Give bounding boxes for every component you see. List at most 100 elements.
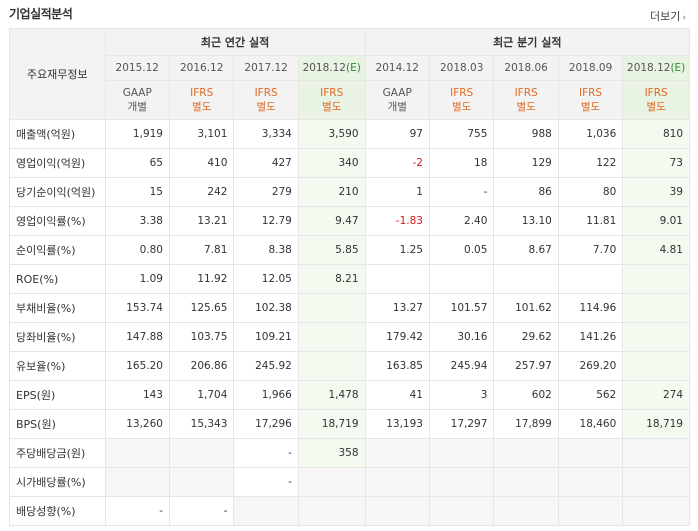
period-label: 2018.03 bbox=[439, 62, 484, 74]
period-label: 2016.12 bbox=[179, 62, 224, 74]
table-row: 부채비율(%) 153.74 125.65 102.38 13.27 101.57 101.… bbox=[9, 293, 690, 323]
row-label: 주당배당금(원) bbox=[9, 438, 106, 468]
accounting-standard-7: IFRS 별도 bbox=[557, 80, 624, 120]
accounting-standard-6: IFRS 별도 bbox=[493, 80, 559, 120]
table-row: EPS(원) 143 1,704 1,966 1,478 41 3 602 562 274 bbox=[9, 380, 690, 410]
table-cell bbox=[364, 264, 430, 294]
table-cell: -1.83 bbox=[364, 206, 430, 236]
table-cell: 562 bbox=[557, 380, 624, 410]
table-cell bbox=[297, 293, 366, 323]
table-cell: 9.47 bbox=[297, 206, 366, 236]
table-cell: - bbox=[233, 467, 299, 497]
table-cell: 242 bbox=[168, 177, 235, 207]
table-cell: 73 bbox=[622, 148, 690, 178]
table-cell bbox=[233, 496, 299, 526]
table-cell: 206.86 bbox=[168, 351, 235, 381]
table-cell bbox=[364, 438, 430, 468]
table-row: 영업이익률(%) 3.38 13.21 12.79 9.47 -1.83 2.40 13.10… bbox=[9, 206, 690, 236]
period-3: 2018.12(E) bbox=[297, 55, 366, 81]
table-cell: 97 bbox=[364, 119, 430, 149]
group-annual: 최근 연간 실적 bbox=[104, 28, 366, 56]
table-cell: 101.62 bbox=[493, 293, 559, 323]
accounting-standard-0: GAAP 개별 bbox=[104, 80, 170, 120]
table-cell bbox=[428, 438, 495, 468]
table-cell: 11.92 bbox=[168, 264, 235, 294]
table-row: 당기순이익(억원) 15 242 279 210 1-86 80 39 bbox=[9, 177, 690, 207]
table-cell bbox=[622, 467, 690, 497]
table-cell: 12.05 bbox=[233, 264, 299, 294]
table-cell: 1.25 bbox=[364, 235, 430, 265]
table-cell: 3,101 bbox=[168, 119, 235, 149]
table-cell: 163.85 bbox=[364, 351, 430, 381]
period-7: 2018.09 bbox=[557, 55, 624, 81]
table-cell: 5.85 bbox=[297, 235, 366, 265]
table-cell bbox=[104, 438, 170, 468]
table-cell: 3.38 bbox=[104, 206, 170, 236]
table-cell: 2.40 bbox=[428, 206, 495, 236]
table-cell: 13.27 bbox=[364, 293, 430, 323]
table-cell bbox=[557, 264, 624, 294]
period-label: 2018.09 bbox=[568, 62, 613, 74]
accounting-standard-1: IFRS 별도 bbox=[168, 80, 235, 120]
row-header-label: 주요재무정보 bbox=[9, 28, 106, 120]
table-cell bbox=[297, 467, 366, 497]
table-cell: 410 bbox=[168, 148, 235, 178]
table-cell: 143 bbox=[104, 380, 170, 410]
table-cell: 18,719 bbox=[297, 409, 366, 439]
row-label: 매출액(억원) bbox=[9, 119, 106, 149]
standard-scope: 별도 bbox=[580, 101, 601, 113]
table-cell bbox=[622, 322, 690, 352]
table-cell: 8.21 bbox=[297, 264, 366, 294]
period-label: 2018.06 bbox=[504, 62, 548, 74]
table-cell: 8.67 bbox=[493, 235, 559, 265]
table-cell: 0.80 bbox=[104, 235, 170, 265]
table-cell: 179.42 bbox=[364, 322, 430, 352]
standard-scope: 별도 bbox=[516, 101, 536, 113]
standard-scope: 개별 bbox=[387, 101, 407, 113]
table-cell: 80 bbox=[557, 177, 624, 207]
table-cell bbox=[493, 264, 559, 294]
table-cell: 114.96 bbox=[557, 293, 624, 323]
standard-scope: 별도 bbox=[646, 101, 666, 113]
table-cell: 17,296 bbox=[233, 409, 299, 439]
table-cell: 7.70 bbox=[557, 235, 624, 265]
table-cell bbox=[622, 351, 690, 381]
table-cell bbox=[428, 264, 495, 294]
table-cell: 427 bbox=[233, 148, 299, 178]
period-5: 2018.03 bbox=[428, 55, 495, 81]
table-cell: 39 bbox=[622, 177, 690, 207]
more-link[interactable]: 더보기 › bbox=[650, 8, 686, 24]
table-cell: 12.79 bbox=[233, 206, 299, 236]
standard-scope: 별도 bbox=[322, 101, 342, 113]
table-cell: 29.62 bbox=[493, 322, 559, 352]
table-cell: 0.05 bbox=[428, 235, 495, 265]
table-cell bbox=[168, 467, 235, 497]
accounting-standard-3: IFRS 별도 bbox=[297, 80, 366, 120]
table-cell: 210 bbox=[297, 177, 366, 207]
table-cell bbox=[168, 438, 235, 468]
period-label: 2014.12 bbox=[375, 62, 419, 74]
standard-scope: 별도 bbox=[192, 101, 212, 113]
table-cell: 755 bbox=[428, 119, 495, 149]
table-cell: 1.09 bbox=[104, 264, 170, 294]
table-cell: - bbox=[168, 496, 235, 526]
table-cell: -2 bbox=[364, 148, 430, 178]
table-cell: 269.20 bbox=[557, 351, 624, 381]
table-cell: 102.38 bbox=[233, 293, 299, 323]
accounting-standard-8: IFRS 별도 bbox=[622, 80, 690, 120]
table-cell: 30.16 bbox=[428, 322, 495, 352]
table-row: 시가배당률(%) - bbox=[9, 467, 690, 497]
table-cell bbox=[493, 496, 559, 526]
standard-name: IFRS bbox=[514, 87, 538, 99]
table-cell: - bbox=[233, 438, 299, 468]
table-cell: 65 bbox=[104, 148, 170, 178]
table-cell: 165.20 bbox=[104, 351, 170, 381]
table-cell bbox=[297, 322, 366, 352]
standard-scope: 별도 bbox=[256, 101, 276, 113]
table-cell: 245.94 bbox=[428, 351, 495, 381]
table-cell: 41 bbox=[364, 380, 430, 410]
table-cell: 7.81 bbox=[168, 235, 235, 265]
standard-name: GAAP bbox=[382, 87, 412, 99]
table-cell: 810 bbox=[622, 119, 690, 149]
table-row: 순이익률(%) 0.80 7.81 8.38 5.85 1.25 0.05 8.67 7.70 4… bbox=[9, 235, 690, 265]
